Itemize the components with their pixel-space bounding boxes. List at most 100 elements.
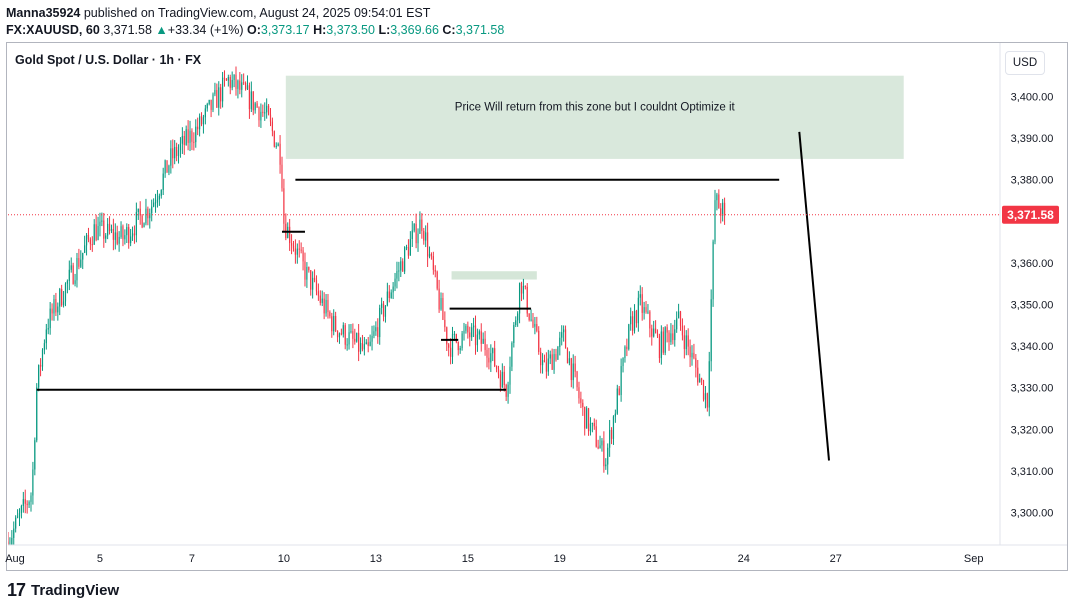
candle — [480, 323, 482, 352]
candle-body — [252, 91, 254, 111]
candle — [618, 386, 620, 396]
candle-body — [670, 333, 672, 343]
candle — [549, 350, 551, 365]
candle-body — [662, 331, 664, 353]
candle — [135, 202, 137, 243]
candle-body — [137, 208, 139, 213]
candle-body — [141, 215, 143, 228]
candle-body — [639, 294, 641, 298]
candle-body — [427, 232, 429, 257]
time-tick-label: 15 — [462, 553, 474, 565]
candle-body — [204, 108, 206, 118]
candle — [379, 304, 381, 345]
candle-body — [494, 348, 496, 367]
candle — [555, 348, 557, 362]
candle-body — [576, 371, 578, 388]
candle-body — [13, 528, 15, 538]
candle-body — [327, 299, 329, 312]
candle-body — [679, 311, 682, 326]
candle-body — [553, 354, 555, 370]
candle — [488, 347, 490, 370]
projection-line[interactable] — [798, 131, 831, 461]
tradingview-brand[interactable]: 17 TradingView — [7, 580, 119, 601]
candle-body — [628, 324, 630, 350]
candle — [388, 285, 390, 303]
candle — [8, 532, 9, 545]
candle-body — [716, 194, 718, 201]
candle-body — [258, 107, 260, 121]
candle-body — [304, 261, 306, 280]
candle — [641, 287, 643, 321]
candle — [718, 189, 720, 209]
candle — [635, 309, 638, 328]
price-tick-label: 3,330.00 — [1011, 383, 1054, 395]
candle-body — [568, 358, 570, 364]
candle — [702, 379, 705, 402]
candle-body — [277, 143, 279, 146]
candle-body — [208, 99, 210, 104]
candle-body — [612, 416, 615, 439]
candle-body — [93, 224, 95, 245]
candle — [53, 294, 55, 321]
zone-annotation-text: Price Will return from this zone but I c… — [455, 101, 736, 113]
candle — [394, 272, 396, 292]
candle — [294, 239, 296, 264]
candle — [51, 303, 53, 321]
candle — [260, 103, 262, 128]
candle — [317, 283, 319, 301]
candle — [382, 301, 385, 322]
candle — [141, 214, 143, 229]
candle — [369, 334, 371, 347]
candle-body — [499, 374, 502, 388]
resistance-zone[interactable] — [285, 75, 904, 159]
candle-body — [221, 77, 224, 102]
candle-body — [656, 333, 659, 337]
author-name[interactable]: Manna35924 — [6, 6, 81, 20]
candle-body — [273, 131, 275, 147]
candle — [112, 218, 114, 251]
candle — [55, 292, 57, 317]
candle-body — [549, 354, 551, 359]
candle — [120, 221, 122, 239]
candle-body — [517, 313, 519, 321]
low-label: L: — [378, 23, 391, 37]
chart-frame[interactable] — [6, 42, 1068, 571]
candle-body — [425, 232, 427, 241]
candle — [587, 407, 590, 436]
candle — [679, 310, 682, 331]
open-label: O: — [247, 23, 261, 37]
candle — [503, 365, 505, 392]
candle-body — [28, 501, 30, 505]
candle — [425, 225, 427, 248]
currency-button[interactable]: USD — [1005, 51, 1045, 75]
candle-body — [428, 254, 431, 257]
candle-body — [49, 308, 51, 329]
candle — [461, 330, 463, 351]
candle-body — [358, 332, 360, 352]
candle-body — [72, 265, 74, 284]
candle — [118, 231, 120, 252]
candle — [302, 247, 304, 271]
candle-body — [655, 328, 657, 334]
candle — [312, 271, 314, 299]
candle-body — [55, 299, 57, 313]
candle-body — [471, 327, 473, 338]
candle-body — [484, 338, 486, 350]
candle-body — [237, 80, 239, 89]
candle — [465, 323, 467, 334]
time-tick-label: 27 — [830, 553, 842, 565]
candle-body — [105, 235, 107, 239]
candle — [164, 159, 166, 178]
candle-body — [214, 90, 216, 95]
candle — [564, 325, 567, 349]
small-zone[interactable] — [451, 271, 537, 280]
candle — [651, 324, 653, 346]
candle-body — [36, 387, 38, 441]
candle-body — [538, 330, 540, 352]
candle-body — [561, 332, 563, 338]
candle-body — [363, 344, 365, 350]
candle — [723, 197, 726, 225]
candle-body — [126, 227, 128, 236]
candle-body — [256, 103, 258, 108]
